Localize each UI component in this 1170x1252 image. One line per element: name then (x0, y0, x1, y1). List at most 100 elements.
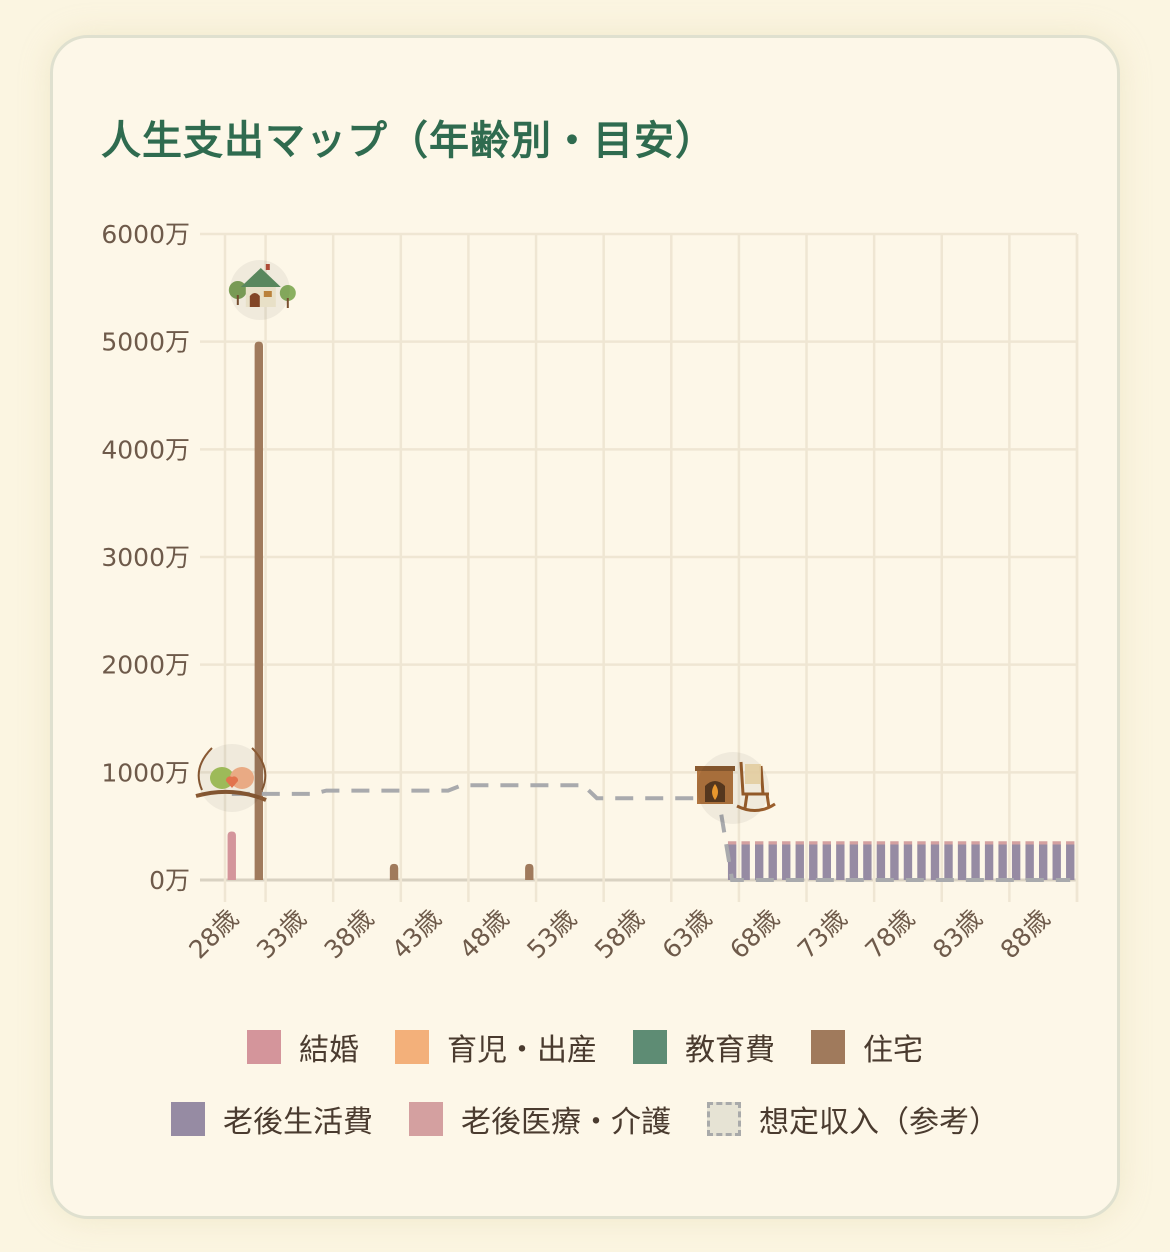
bar-retirement_medical[interactable] (1025, 841, 1034, 845)
x-tick-label: 28歳 (183, 904, 244, 965)
x-tick-label: 38歳 (319, 904, 380, 965)
bar-retirement_medical[interactable] (1052, 841, 1061, 845)
x-tick-label: 43歳 (386, 904, 447, 965)
bar-retirement_medical[interactable] (1066, 841, 1075, 845)
x-tick-label: 58歳 (589, 904, 650, 965)
bar-retirement_medical[interactable] (1011, 841, 1021, 845)
bar-retirement_living[interactable] (876, 844, 886, 880)
x-tick-label: 88歳 (995, 904, 1056, 965)
bar-retirement_medical[interactable] (876, 841, 886, 845)
x-tick-label: 68歳 (724, 904, 785, 965)
legend-swatch-income (707, 1102, 741, 1136)
bar-retirement_medical[interactable] (727, 841, 737, 845)
legend-item-childbirth[interactable]: 育児・出産 (395, 1025, 597, 1069)
legend-row-2: 老後生活費 老後医療・介護 想定収入（参考） (0, 1097, 1170, 1141)
bar-housing[interactable] (254, 341, 264, 881)
bar-retirement_medical[interactable] (998, 841, 1007, 845)
bar-retirement_living[interactable] (1066, 844, 1075, 880)
bar-retirement_medical[interactable] (917, 841, 926, 845)
bar-retirement_living[interactable] (741, 844, 750, 880)
legend-item-housing[interactable]: 住宅 (811, 1025, 923, 1069)
bar-retirement_medical[interactable] (863, 841, 872, 845)
y-tick-label: 4000万 (101, 435, 190, 464)
bar-retirement_living[interactable] (944, 844, 953, 880)
bar-retirement_living[interactable] (903, 844, 913, 880)
y-tick-label: 3000万 (101, 543, 190, 572)
legend-item-retirement_medical[interactable]: 老後医療・介護 (409, 1097, 671, 1141)
legend-item-education[interactable]: 教育費 (633, 1025, 775, 1069)
legend-label: 住宅 (863, 1033, 923, 1068)
bar-housing[interactable] (389, 863, 399, 880)
bar-retirement_living[interactable] (795, 844, 804, 880)
legend-label: 育児・出産 (447, 1033, 597, 1068)
bar-retirement_medical[interactable] (768, 841, 777, 845)
bar-retirement_living[interactable] (890, 844, 899, 880)
bar-retirement_living[interactable] (1011, 844, 1021, 880)
bar-retirement_medical[interactable] (984, 841, 994, 845)
bar-retirement_living[interactable] (809, 844, 818, 880)
y-tick-label: 5000万 (101, 328, 190, 357)
legend-label: 教育費 (685, 1033, 775, 1068)
bar-retirement_living[interactable] (930, 844, 940, 880)
icon-shadow (697, 752, 769, 824)
x-tick-label: 73歳 (792, 904, 853, 965)
bar-retirement_medical[interactable] (1038, 841, 1048, 845)
bar-retirement_living[interactable] (1025, 844, 1034, 880)
bar-retirement_living[interactable] (984, 844, 994, 880)
bar-marriage[interactable] (227, 831, 236, 880)
cottage-house-icon (228, 264, 296, 308)
legend-row-1: 結婚 育児・出産 教育費 住宅 (0, 1025, 1170, 1069)
bar-retirement_medical[interactable] (957, 841, 967, 845)
legend-item-retirement_living[interactable]: 老後生活費 (171, 1097, 373, 1141)
bar-retirement_living[interactable] (1052, 844, 1061, 880)
bar-retirement_living[interactable] (849, 844, 859, 880)
bar-retirement_living[interactable] (1038, 844, 1048, 880)
legend-swatch-retirement_medical (409, 1102, 443, 1136)
legend-swatch-marriage (247, 1030, 281, 1064)
legend-swatch-education (633, 1030, 667, 1064)
fireplace-rocking-chair-icon (695, 761, 776, 812)
bar-retirement_living[interactable] (917, 844, 926, 880)
bar-retirement_medical[interactable] (903, 841, 913, 845)
bar-retirement_living[interactable] (836, 844, 845, 880)
chart-title: 人生支出マップ（年齢別・目安） (101, 118, 716, 164)
x-tick-label: 53歳 (521, 904, 582, 965)
bar-retirement_living[interactable] (768, 844, 777, 880)
legend-label: 老後医療・介護 (461, 1105, 671, 1140)
bar-retirement_medical[interactable] (930, 841, 940, 845)
bar-retirement_medical[interactable] (822, 841, 832, 845)
bar-retirement_medical[interactable] (809, 841, 818, 845)
y-tick-label: 2000万 (101, 651, 190, 680)
bar-housing[interactable] (525, 863, 534, 880)
legend-label: 想定収入（参考） (759, 1105, 999, 1140)
legend-item-income[interactable]: 想定収入（参考） (707, 1097, 999, 1141)
legend-label: 結婚 (299, 1033, 359, 1068)
y-tick-label: 1000万 (101, 758, 190, 787)
bar-retirement_medical[interactable] (836, 841, 845, 845)
y-tick-label: 0万 (149, 866, 190, 895)
legend-item-marriage[interactable]: 結婚 (247, 1025, 359, 1069)
legend-label: 老後生活費 (223, 1105, 373, 1140)
bar-retirement_medical[interactable] (971, 841, 980, 845)
bar-retirement_medical[interactable] (795, 841, 804, 845)
bar-retirement_living[interactable] (957, 844, 967, 880)
bar-retirement_living[interactable] (782, 844, 791, 880)
y-tick-label: 6000万 (101, 220, 190, 249)
bar-retirement_living[interactable] (727, 844, 737, 880)
bar-retirement_medical[interactable] (944, 841, 953, 845)
bar-retirement_living[interactable] (754, 844, 764, 880)
x-tick-label: 83歳 (927, 904, 988, 965)
x-tick-label: 63歳 (657, 904, 718, 965)
bar-retirement_living[interactable] (971, 844, 980, 880)
bar-retirement_medical[interactable] (782, 841, 791, 845)
icon-shadow (229, 260, 290, 320)
bar-retirement_medical[interactable] (754, 841, 764, 845)
bar-retirement_medical[interactable] (849, 841, 859, 845)
bar-retirement_medical[interactable] (741, 841, 750, 845)
bar-retirement_medical[interactable] (890, 841, 899, 845)
bar-retirement_living[interactable] (822, 844, 832, 880)
love-birds-icon (195, 747, 267, 802)
bar-retirement_living[interactable] (863, 844, 872, 880)
bar-retirement_living[interactable] (998, 844, 1007, 880)
